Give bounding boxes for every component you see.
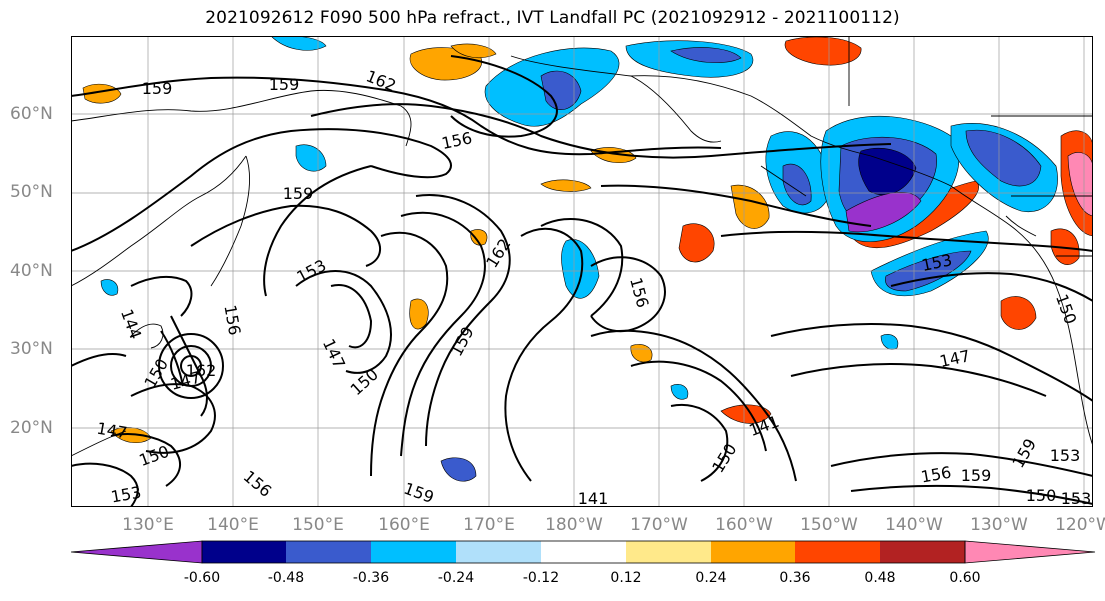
lon-label: 130°E <box>122 515 174 535</box>
anomaly-negative <box>670 47 742 63</box>
colorbar-min-extension <box>71 540 203 564</box>
anomaly-negative <box>561 239 600 299</box>
anomaly-positive <box>678 223 715 263</box>
contour-label: 150 <box>708 440 740 476</box>
anomaly-negative <box>965 129 1042 187</box>
colorbar-segment <box>286 541 371 563</box>
colorbar-segment <box>456 541 541 563</box>
map-title: 2021092612 F090 500 hPa refract., IVT La… <box>205 8 900 28</box>
anomaly-negative <box>858 148 917 196</box>
anomaly-negative <box>100 279 119 296</box>
anomaly-positive <box>409 298 429 330</box>
contour-label: 159 <box>401 479 436 507</box>
contour-label: 156 <box>919 463 952 487</box>
colorbar-tick-label: 0.24 <box>695 570 727 586</box>
contour-label: 159 <box>269 75 300 94</box>
colorbar-tick-label: -0.48 <box>267 570 305 586</box>
anomaly-positive <box>409 47 483 81</box>
colorbar-segment <box>795 541 880 563</box>
anomaly-negative <box>880 334 899 350</box>
anomaly-positive <box>1067 152 1093 217</box>
lat-label: 60°N <box>10 104 53 124</box>
colorbar-outline <box>201 540 966 564</box>
contour-label: 150 <box>140 355 172 391</box>
contour-label: 147 <box>95 419 128 443</box>
lon-label: 170°E <box>463 515 515 535</box>
contour-label: 156 <box>440 128 474 153</box>
colorbar-tick-label: -0.60 <box>183 570 221 586</box>
anomaly-positive <box>720 404 772 424</box>
anomaly-negative <box>670 384 689 400</box>
colorbar-tick-label: 0.60 <box>949 570 981 586</box>
refractivity-contours <box>71 55 1093 507</box>
lon-label: 140°W <box>885 515 943 535</box>
anomaly-negative <box>440 457 477 482</box>
contour-label: 156 <box>220 303 244 336</box>
colorbar-segment <box>626 541 711 563</box>
lon-label: 150°W <box>800 515 858 535</box>
lon-label: 140°E <box>207 515 259 535</box>
lon-label: 170°W <box>630 515 688 535</box>
colorbar-segment <box>371 541 456 563</box>
contour-label: 147 <box>319 336 349 372</box>
anomaly-negative <box>295 144 327 172</box>
contour-label: 150 <box>1052 292 1080 327</box>
colorbar-tick-label: 0.12 <box>610 570 642 586</box>
contour-label: 159 <box>447 323 478 359</box>
anomaly-positive <box>470 229 488 246</box>
coastlines <box>71 36 1093 457</box>
contour-label: 153 <box>1061 489 1092 507</box>
anomaly-positive <box>540 179 592 192</box>
anomaly-negative <box>270 36 327 51</box>
lat-label: 30°N <box>10 339 53 359</box>
anomaly-negative <box>845 191 922 233</box>
contour-label: 147 <box>938 346 972 371</box>
contour-label: 153 <box>1050 446 1081 465</box>
lon-label: 150°E <box>292 515 344 535</box>
lon-label: 130°W <box>970 515 1028 535</box>
colorbar <box>71 540 1096 564</box>
anomaly-positive <box>1000 296 1037 330</box>
colorbar-segment <box>711 541 795 563</box>
contour-label: 153 <box>109 483 142 507</box>
map-canvas: 159 159 162 156 159 162 153 156 147 150 … <box>71 36 1093 507</box>
contour-label: 159 <box>1008 435 1040 471</box>
map-panel: 159 159 162 156 159 162 153 156 147 150 … <box>71 36 1093 507</box>
anomaly-negative <box>540 70 582 110</box>
colorbar-tick-label: 0.36 <box>779 570 811 586</box>
contour-label: 150 <box>137 442 172 470</box>
lat-label: 40°N <box>10 261 53 281</box>
colorbar-tick-label: -0.24 <box>437 570 475 586</box>
lon-label: 120°W <box>1055 515 1105 535</box>
contour-label: 153 <box>293 256 329 287</box>
contour-label: 150 <box>1026 486 1057 505</box>
contour-label: 162 <box>186 361 217 380</box>
colorbar-max-extension <box>964 540 1096 564</box>
colorbar-tick-label: -0.36 <box>352 570 390 586</box>
contour-label: 159 <box>142 79 173 98</box>
lon-label: 180°W <box>545 515 603 535</box>
lat-label: 20°N <box>10 418 53 438</box>
colorbar-tick-label: 0.48 <box>864 570 896 586</box>
lon-label: 160°E <box>378 515 430 535</box>
colorbar-tick-label: -0.12 <box>522 570 560 586</box>
anomaly-positive <box>784 36 862 66</box>
anomaly-positive <box>730 184 770 229</box>
contour-label: 150 <box>347 365 382 400</box>
lat-label: 50°N <box>10 182 53 202</box>
colorbar-segment <box>880 541 965 563</box>
anomaly-positive <box>450 43 497 59</box>
contour-label: 159 <box>961 466 992 485</box>
contour-label: 144 <box>117 307 145 342</box>
anomaly-positive <box>630 344 653 363</box>
contour-label: 141 <box>578 489 609 507</box>
lon-label: 160°W <box>715 515 773 535</box>
colorbar-segment <box>541 541 626 563</box>
colorbar-segment <box>202 541 286 563</box>
lat-lon-grid <box>71 36 1093 507</box>
contour-label: 156 <box>626 275 652 309</box>
contour-label: 159 <box>283 184 314 203</box>
contour-label: 156 <box>240 467 276 501</box>
